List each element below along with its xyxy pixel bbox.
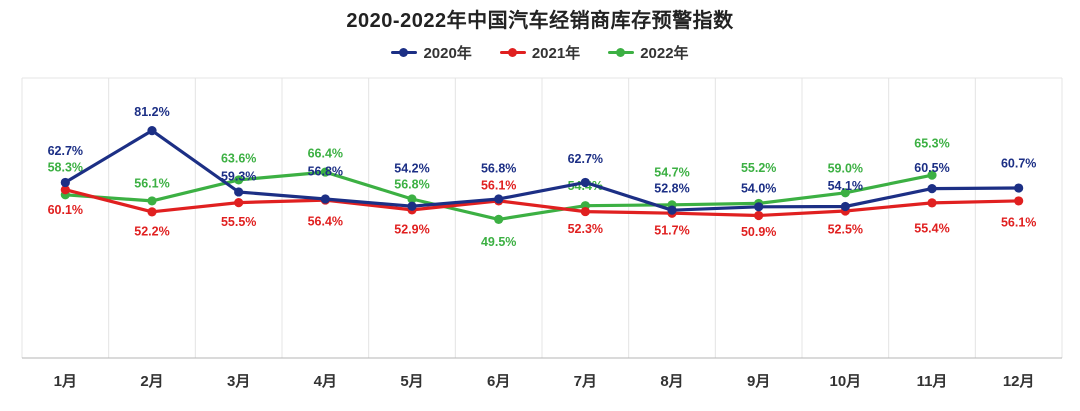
data-point-2022 xyxy=(147,196,157,206)
data-point-2021 xyxy=(580,206,590,217)
x-axis-label: 12月 xyxy=(1003,373,1035,390)
data-point-2022 xyxy=(407,194,417,204)
data-label-2021: 55.5% xyxy=(221,215,256,229)
data-point-2022 xyxy=(234,175,244,185)
x-axis-label: 1月 xyxy=(54,373,77,390)
x-axis-label: 2月 xyxy=(140,373,163,390)
legend-series-marker-icon xyxy=(608,47,635,57)
data-label-2022: 56.1% xyxy=(134,176,169,190)
data-label-2020: 54.2% xyxy=(394,162,429,176)
data-point-2020 xyxy=(60,177,70,188)
data-label-2022: 59.0% xyxy=(828,161,863,175)
data-label-2021: 56.1% xyxy=(481,178,516,192)
data-label-2022: 63.6% xyxy=(221,151,256,165)
data-label-2021: 56.1% xyxy=(1001,215,1036,229)
data-point-2022 xyxy=(927,170,937,180)
x-axis-label: 5月 xyxy=(400,373,423,390)
data-label-2020: 56.8% xyxy=(308,164,343,178)
data-point-2020 xyxy=(840,201,850,212)
data-point-2021 xyxy=(60,185,70,195)
plot-area: 1月 2月 3月 4月 5月 6月 7月 8月 9月 10月 11月 12月 58.3% 56.1% 63.… xyxy=(21,77,1063,390)
x-axis-label: 4月 xyxy=(314,373,337,390)
data-label-2021: 50.9% xyxy=(741,225,776,239)
data-label-2021: 52.5% xyxy=(828,223,863,237)
data-label-2021: 55.4% xyxy=(914,221,949,235)
data-label-2020: 60.5% xyxy=(914,161,949,175)
data-point-2020 xyxy=(667,205,677,215)
chart-title: 2020-2022年中国汽车经销商库存预警指数 xyxy=(346,10,734,32)
data-point-2020 xyxy=(147,126,157,136)
data-label-2022: 56.8% xyxy=(394,177,429,191)
legend-item-label: 2022年 xyxy=(640,44,689,62)
data-label-2020: 56.8% xyxy=(481,161,516,175)
data-label-2021: 51.7% xyxy=(654,224,689,238)
data-label-2022: 54.7% xyxy=(654,165,689,179)
data-point-2022 xyxy=(494,214,504,224)
data-label-2021: 52.3% xyxy=(568,222,603,236)
data-label-2020: 81.2% xyxy=(134,105,169,119)
data-label-2022: 66.4% xyxy=(308,147,343,161)
data-point-2020 xyxy=(754,202,764,212)
data-point-2020 xyxy=(927,184,937,194)
legend-series-marker-icon xyxy=(391,47,418,57)
data-point-2020 xyxy=(407,201,417,211)
data-label-2020: 62.7% xyxy=(48,144,83,158)
data-point-2021 xyxy=(1014,196,1024,206)
data-point-2021 xyxy=(754,210,764,221)
x-axis-label: 7月 xyxy=(574,373,597,390)
data-label-2020: 60.7% xyxy=(1001,157,1036,171)
data-label-2021: 60.1% xyxy=(48,203,83,217)
data-point-2021 xyxy=(147,207,157,217)
legend-item-2020[interactable]: 2020年 xyxy=(391,42,472,63)
x-axis-label: 8月 xyxy=(660,373,683,390)
data-point-2022 xyxy=(840,188,850,198)
data-label-2020: 54.1% xyxy=(828,179,863,193)
data-point-2020 xyxy=(234,187,244,197)
data-label-2022: 65.3% xyxy=(914,137,949,151)
x-axis-label: 10月 xyxy=(829,373,861,390)
data-point-2020 xyxy=(580,177,590,188)
x-axis-label: 6月 xyxy=(487,373,510,390)
x-axis-label: 9月 xyxy=(747,373,770,390)
legend-item-label: 2021年 xyxy=(531,44,581,62)
legend-item-label: 2020年 xyxy=(423,44,472,62)
x-axis-label: 11月 xyxy=(917,373,948,390)
data-label-2021: 52.2% xyxy=(134,224,169,238)
data-label-2022: 55.2% xyxy=(741,161,776,175)
data-point-2020 xyxy=(494,194,504,204)
data-point-2021 xyxy=(927,198,937,208)
series-line-2020 xyxy=(63,128,1021,212)
data-label-2022: 49.5% xyxy=(481,235,516,249)
series-line-2021 xyxy=(63,188,1021,218)
data-point-2022 xyxy=(320,167,330,177)
data-point-2020 xyxy=(1014,183,1024,193)
data-label-2021: 52.9% xyxy=(394,222,429,236)
data-point-2020 xyxy=(320,194,330,204)
x-axis-label: 3月 xyxy=(227,373,250,390)
data-label-2020: 59.3% xyxy=(221,169,256,183)
legend-series-marker-icon xyxy=(499,47,526,57)
data-label-2020: 62.7% xyxy=(568,152,603,166)
data-label-2022: 58.3% xyxy=(48,160,83,174)
chart-legend: 2020年 2021年 2022年 xyxy=(0,42,1080,62)
data-label-2021: 56.4% xyxy=(308,215,343,229)
legend-item-2022[interactable]: 2022年 xyxy=(608,42,689,63)
data-label-2020: 54.0% xyxy=(741,181,776,195)
legend-item-2021[interactable]: 2021年 xyxy=(499,42,581,63)
data-label-2020: 52.8% xyxy=(654,182,689,196)
data-point-2021 xyxy=(234,198,244,208)
